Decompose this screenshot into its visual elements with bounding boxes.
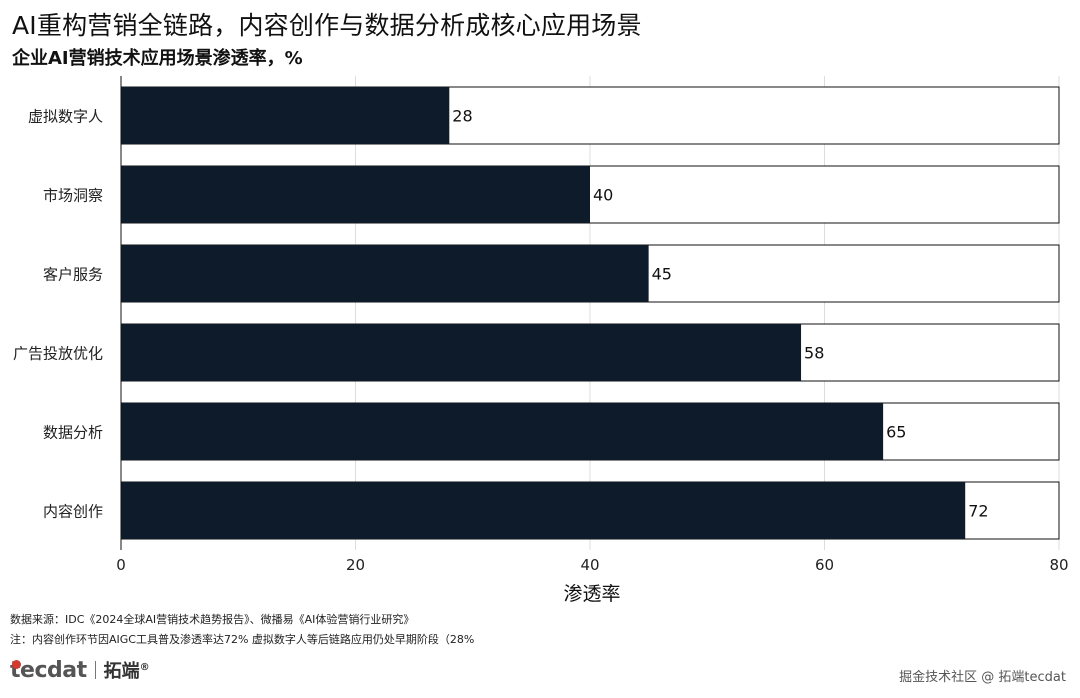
- bar-chart: 28 虚拟数字人 40 市场洞察 45 客户服务 58 广告投放优化 65 数据分析 72 内容创作 0…: [13, 76, 1069, 605]
- brand-logo: tecdat 拓端®: [10, 656, 150, 684]
- category-label: 客户服务: [43, 266, 103, 284]
- bar: [121, 482, 966, 539]
- category-label: 内容创作: [43, 503, 103, 521]
- logo-chinese: 拓端®: [104, 657, 150, 683]
- logo-text: tecdat: [10, 657, 87, 683]
- chart-title: AI重构营销全链路，内容创作与数据分析成核心应用场景: [12, 11, 642, 40]
- bar: [121, 403, 884, 460]
- bar: [121, 245, 649, 302]
- logo-chinese-text: 拓端: [103, 661, 140, 682]
- bar: [121, 166, 590, 223]
- data-label: 58: [804, 344, 824, 363]
- data-label: 28: [452, 107, 472, 126]
- x-tick-label: 60: [815, 556, 834, 574]
- data-label: 65: [886, 423, 906, 442]
- watermark: 掘金技术社区 @ 拓端tecdat: [899, 670, 1066, 685]
- bar: [121, 87, 450, 144]
- data-source-note: 数据来源：IDC《2024全球AI营销技术趋势报告》、微播易《AI体验营销行业研…: [10, 613, 415, 626]
- category-label: 市场洞察: [43, 187, 103, 205]
- logo-divider: [94, 661, 96, 679]
- annotation-note: 注：内容创作环节因AIGC工具普及渗透率达72% 虚拟数字人等后链路应用仍处早期…: [10, 633, 475, 646]
- registered-mark: ®: [139, 662, 150, 673]
- x-tick-label: 80: [1049, 556, 1068, 574]
- x-tick-label: 0: [116, 556, 126, 574]
- data-label: 72: [968, 502, 988, 521]
- x-tick-label: 40: [580, 556, 599, 574]
- logo-wordmark: tecdat: [10, 658, 87, 683]
- data-label: 40: [593, 186, 613, 205]
- category-label: 数据分析: [43, 424, 103, 442]
- bar: [121, 324, 802, 381]
- category-label: 广告投放优化: [13, 345, 103, 363]
- category-label: 虚拟数字人: [28, 108, 103, 126]
- data-label: 45: [652, 265, 672, 284]
- x-axis-label: 渗透率: [563, 583, 620, 605]
- logo-dot-icon: [12, 659, 21, 669]
- x-tick-label: 20: [346, 556, 365, 574]
- chart-subtitle: 企业AI营销技术应用场景渗透率，%: [12, 48, 303, 69]
